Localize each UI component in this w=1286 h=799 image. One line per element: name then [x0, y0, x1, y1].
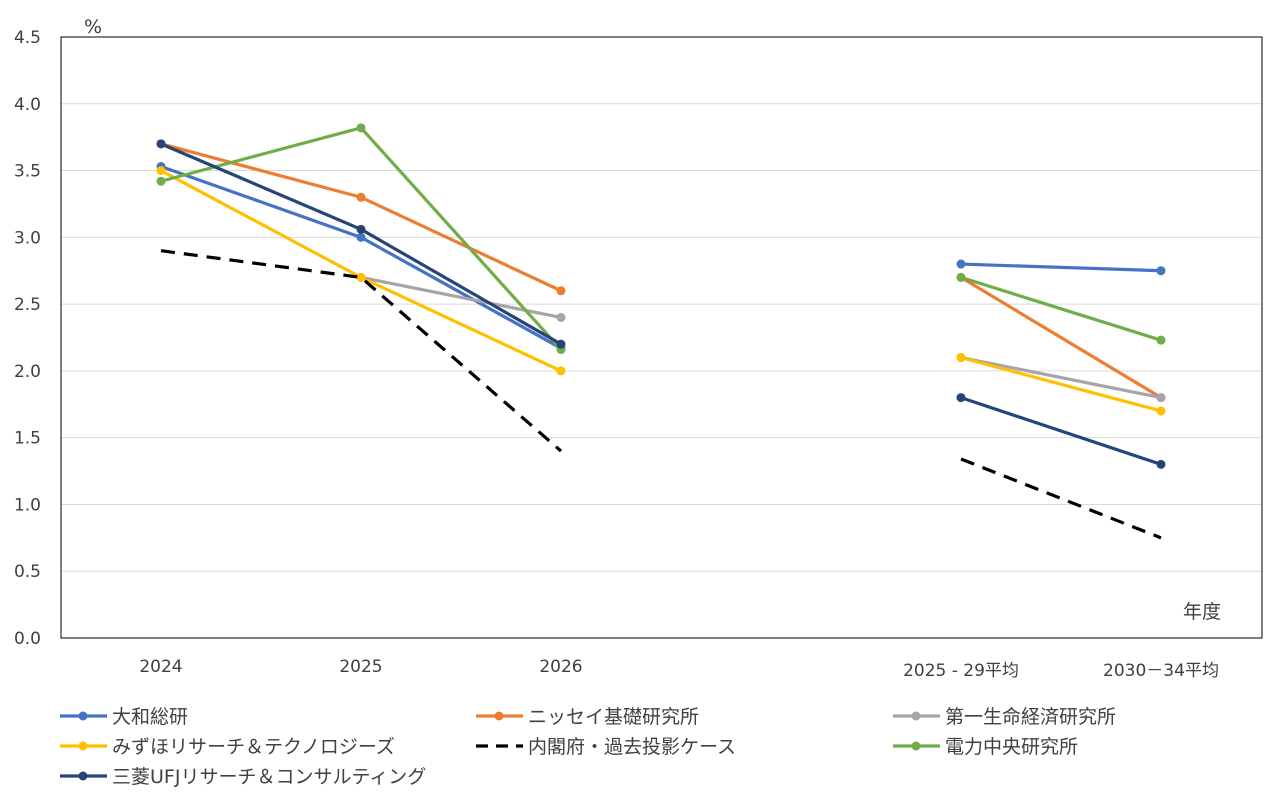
series-line	[960, 276, 1162, 399]
data-point	[556, 339, 566, 349]
x-tick-label: 2026	[539, 657, 582, 677]
data-point	[1156, 335, 1166, 345]
series-3	[156, 166, 1166, 416]
data-point	[356, 232, 366, 242]
series-line	[160, 249, 563, 453]
series-4	[160, 249, 1162, 540]
series-line	[960, 262, 1162, 273]
legend-label: 大和総研	[112, 706, 188, 728]
legend-label: 第一生命経済研究所	[945, 706, 1116, 728]
data-point	[356, 272, 366, 282]
legend-item: 第一生命経済研究所	[893, 706, 1116, 728]
data-point	[1156, 459, 1166, 469]
y-tick-label: 1.0	[14, 495, 41, 515]
data-point	[956, 393, 966, 403]
data-point	[356, 123, 366, 133]
legend-label: みずほリサーチ＆テクノロジーズ	[112, 736, 395, 758]
data-point	[356, 192, 366, 202]
y-tick-label: 1.5	[14, 429, 41, 449]
data-point	[956, 353, 966, 363]
y-tick-label: 4.5	[14, 28, 41, 48]
legend-marker	[911, 741, 921, 751]
legend-label: ニッセイ基礎研究所	[528, 706, 699, 728]
y-tick-label: 3.0	[14, 228, 41, 248]
legend-label: 三菱UFJリサーチ＆コンサルティング	[112, 766, 426, 788]
legend-item: みずほリサーチ＆テクノロジーズ	[60, 736, 395, 758]
legend-item: 内閣府・過去投影ケース	[476, 736, 736, 758]
legend-marker	[78, 741, 88, 751]
data-point	[156, 139, 166, 149]
legend-item: 三菱UFJリサーチ＆コンサルティング	[60, 766, 426, 788]
data-point	[956, 259, 966, 269]
x-axis-label: 年度	[1183, 601, 1221, 623]
series-6	[156, 139, 1166, 469]
legend-marker	[78, 771, 88, 781]
legend-marker	[494, 711, 504, 721]
x-tick-label: 2024	[139, 657, 182, 677]
data-point	[556, 366, 566, 376]
series-line	[960, 275, 1162, 342]
x-tick-label: 2025 - 29平均	[903, 661, 1019, 681]
series-lines	[156, 123, 1166, 540]
legend-item: ニッセイ基礎研究所	[476, 706, 699, 728]
y-tick-label: 3.5	[14, 162, 41, 182]
y-tick-label: 0.5	[14, 562, 41, 582]
series-0	[156, 162, 1166, 353]
x-tick-label: 2025	[339, 657, 382, 677]
x-tick-label: 2030－34平均	[1103, 661, 1219, 681]
x-axis-ticks: 2024 2025 2026 2025 - 29平均 2030－34平均	[139, 657, 1219, 681]
data-point	[556, 312, 566, 322]
data-point	[156, 176, 166, 186]
data-point	[956, 272, 966, 282]
data-point	[356, 224, 366, 234]
y-axis-ticks: 0.0 0.5 1.0 1.5 2.0 2.5 3.0 3.5 4.0 4.5	[14, 28, 41, 649]
y-tick-label: 2.5	[14, 295, 41, 315]
legend-item: 電力中央研究所	[893, 736, 1078, 758]
y-tick-label: 2.0	[14, 362, 41, 382]
data-point	[1156, 266, 1166, 276]
legend-label: 電力中央研究所	[945, 736, 1078, 758]
series-line	[360, 275, 562, 320]
legend-marker	[78, 711, 88, 721]
series-line	[960, 355, 1162, 400]
series-5	[156, 123, 1166, 355]
legend-label: 内閣府・過去投影ケース	[528, 736, 736, 758]
data-point	[156, 166, 166, 176]
legend-item: 大和総研	[60, 706, 188, 728]
y-axis-unit-label: %	[84, 16, 102, 38]
y-tick-label: 4.0	[14, 95, 41, 115]
legend-marker	[911, 711, 921, 721]
series-line	[960, 355, 1162, 413]
series-2	[356, 272, 1166, 403]
data-point	[556, 286, 566, 296]
data-point	[1156, 393, 1166, 403]
data-point	[1156, 406, 1166, 416]
gridlines	[61, 103, 1262, 572]
y-tick-label: 0.0	[14, 629, 41, 649]
series-line	[960, 396, 1162, 466]
plot-area-border	[60, 36, 1263, 639]
series-line	[960, 457, 1162, 540]
